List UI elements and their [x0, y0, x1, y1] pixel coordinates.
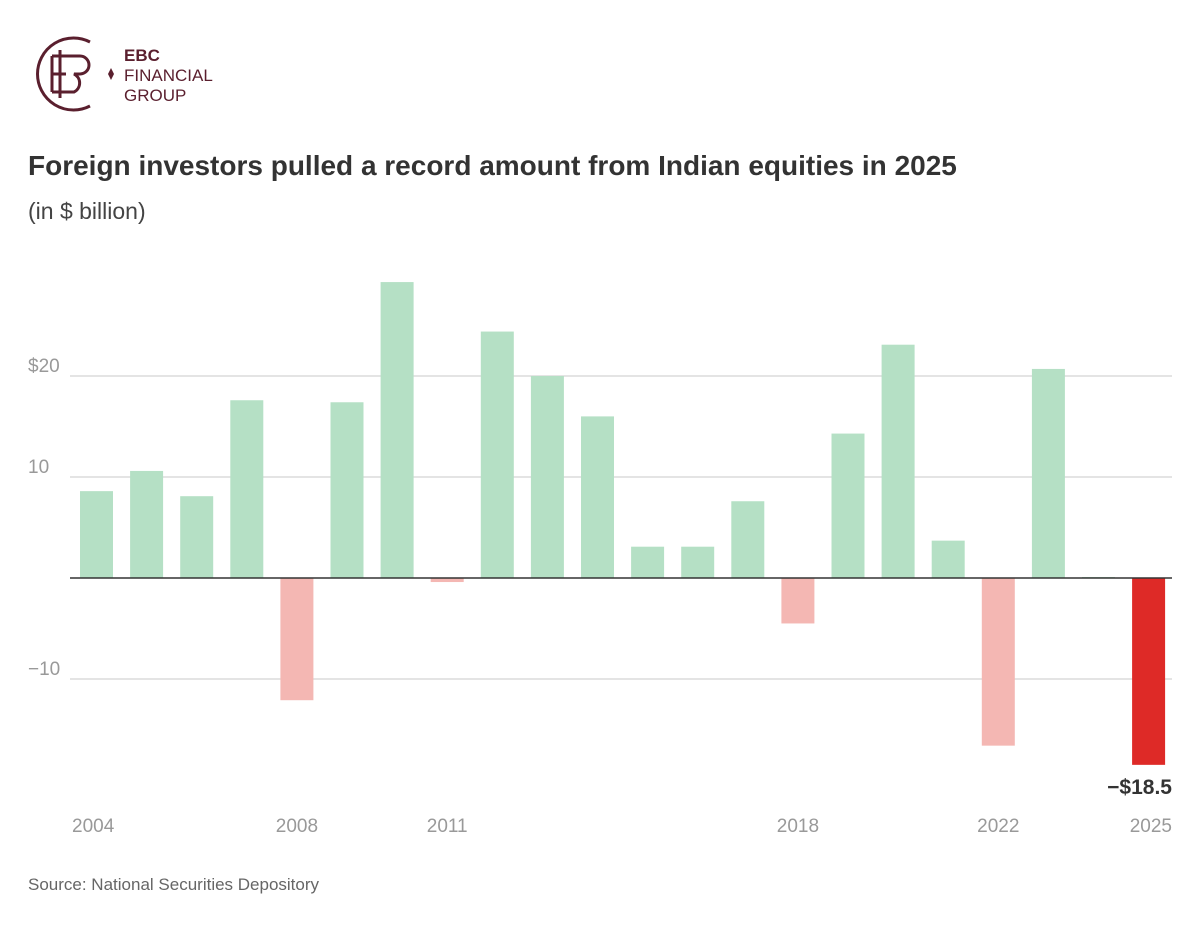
x-tick-label: 2008 [276, 816, 318, 837]
bar-2019 [831, 433, 865, 578]
ebc-logo-icon [36, 36, 114, 112]
bar-2008 [280, 578, 314, 701]
y-tick-label: $20 [28, 356, 60, 377]
data-label-2025: −$18.5 [1107, 776, 1172, 799]
bar-2009 [330, 402, 364, 578]
bar-2023 [1031, 368, 1065, 578]
bar-2021 [931, 540, 965, 578]
bar-2016 [681, 546, 715, 578]
chart-subtitle: (in $ billion) [28, 198, 146, 224]
bar-2013 [530, 376, 564, 578]
bar-2014 [581, 416, 614, 578]
x-tick-label: 2004 [72, 816, 115, 837]
bar-2025 [1132, 578, 1166, 765]
chart-title: Foreign investors pulled a record amount… [28, 150, 957, 181]
bar-2018 [781, 578, 815, 624]
bar-2006 [180, 496, 214, 578]
bar-2012 [480, 331, 514, 578]
x-tick-label: 2025 [1130, 816, 1172, 837]
x-tick-label: 2022 [977, 816, 1019, 837]
bar-2020 [881, 344, 915, 578]
bar-2010 [380, 282, 414, 578]
brand-line-3: GROUP [124, 86, 187, 105]
bar-2022 [981, 578, 1015, 746]
bar-2005 [130, 470, 164, 578]
y-tick-label: 10 [28, 457, 49, 478]
x-tick-label: 2011 [427, 816, 468, 837]
y-tick-label: −10 [28, 659, 60, 680]
bar-2004 [80, 491, 113, 578]
source-note: Source: National Securities Depository [28, 875, 320, 894]
brand-line-2: FINANCIAL [124, 66, 213, 85]
x-tick-label: 2018 [777, 816, 819, 837]
bar-2011 [430, 578, 464, 583]
brand-name: EBC [124, 46, 160, 65]
bar-2007 [230, 400, 264, 578]
bar-2015 [631, 546, 665, 578]
bar-2017 [731, 501, 765, 578]
